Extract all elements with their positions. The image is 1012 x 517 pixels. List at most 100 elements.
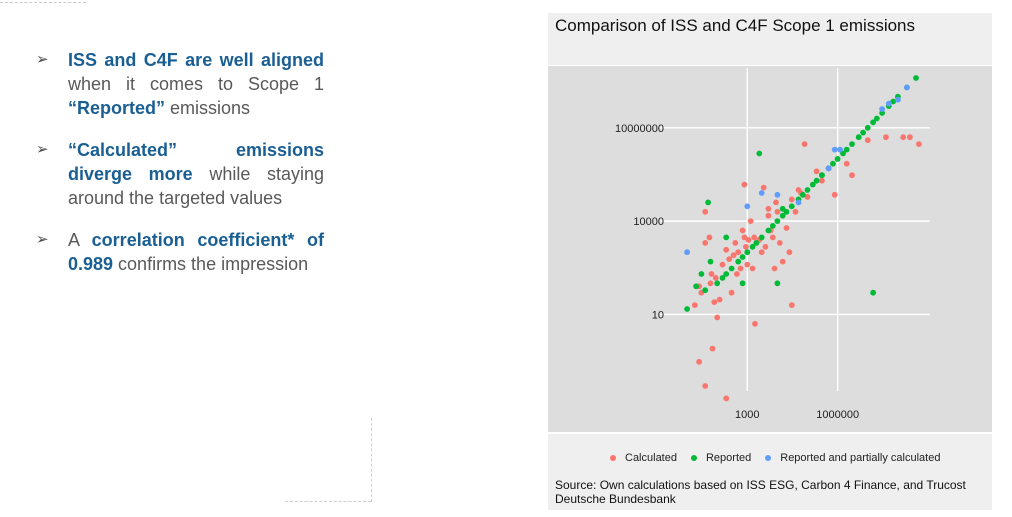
calculated-point: [801, 141, 808, 147]
bullet-text: “Calculated” emissions diverge more whil…: [68, 138, 324, 210]
reported-point: [698, 271, 705, 277]
plot-panel: [548, 66, 992, 432]
calculated-point: [773, 199, 779, 206]
partial-point: [774, 191, 781, 198]
calculated-point: [769, 234, 776, 241]
calculated-point: [730, 252, 737, 259]
reported-point: [756, 150, 763, 157]
bullet-plain: emissions: [165, 98, 251, 118]
calculated-point: [916, 141, 922, 147]
calculated-point: [732, 240, 739, 246]
reported-point: [849, 141, 855, 147]
x-tick-label: 1000: [735, 409, 759, 421]
legend-label-reported: Reported: [705, 452, 752, 464]
legend: Calculated Reported Reported and partial…: [610, 452, 940, 464]
reported-point: [739, 254, 746, 260]
chart-title-area: [548, 13, 992, 65]
calculated-point: [734, 271, 740, 277]
partial-point: [879, 106, 885, 112]
calculated-point: [783, 225, 790, 231]
source-line-2: Deutsche Bundesbank: [555, 492, 676, 506]
reported-point: [728, 265, 735, 272]
arrow-bullet-icon: ➢: [36, 231, 49, 248]
legend-label-calculated: Calculated: [625, 452, 677, 464]
calculated-point: [735, 249, 742, 256]
decor-line-right: [371, 418, 372, 502]
bullet-highlight: correlation coefficient* of 0.989: [68, 230, 325, 274]
y-tick-label: 10: [652, 309, 664, 321]
calculated-point: [843, 160, 850, 167]
bullet-plain: when it comes to Scope 1: [68, 74, 324, 94]
reported-point: [753, 240, 760, 246]
calculated-point: [760, 184, 767, 191]
reported-point: [758, 234, 765, 241]
reported-point: [693, 283, 699, 290]
reported-point: [873, 115, 880, 122]
partial-point: [885, 100, 892, 107]
calculated-point: [774, 208, 781, 215]
source-note: Source: Own calculations based on ISS ES…: [555, 478, 992, 512]
reported-point: [813, 177, 820, 184]
calculated-point: [696, 358, 702, 365]
calculated-point: [702, 383, 709, 389]
partial-point: [684, 249, 690, 256]
calculated-point: [751, 234, 758, 241]
calculated-point: [702, 208, 709, 215]
reported-point: [723, 234, 730, 241]
calculated-point: [749, 265, 756, 272]
calculated-point: [737, 265, 744, 272]
reported-point: [819, 172, 825, 179]
bullet-text: ISS and C4F are well aligned when it com…: [68, 48, 324, 120]
bullet-text: A correlation coefficient* of 0.989 conf…: [68, 228, 324, 276]
partial-point: [895, 96, 901, 103]
calculated-point: [741, 181, 748, 188]
partial-point: [825, 165, 832, 172]
reported-point: [779, 205, 786, 212]
calculated-point: [779, 258, 786, 265]
calculated-point: [716, 296, 723, 303]
x-tick-label: 1000000: [816, 409, 859, 421]
calculated-point: [723, 246, 730, 253]
arrow-bullet-icon: ➢: [36, 141, 49, 158]
reported-point: [702, 287, 709, 294]
calculated-point: [864, 137, 871, 144]
decor-line-top: [0, 2, 86, 3]
calculated-point: [744, 261, 751, 268]
reported-point: [830, 160, 836, 167]
calculated-point: [691, 302, 698, 308]
reported-point: [890, 98, 897, 105]
legend-item-partial: Reported and partially calculated: [765, 452, 940, 464]
calculated-point: [831, 191, 838, 198]
reported-point: [779, 212, 786, 219]
legend-dot-reported: [690, 455, 697, 461]
reported-point: [714, 280, 721, 287]
legend-item-reported: Reported: [690, 452, 752, 464]
reported-point: [843, 146, 850, 153]
reported-point: [800, 191, 806, 198]
calculated-point: [739, 227, 746, 234]
calculated-point: [907, 134, 913, 141]
calculated-point: [743, 243, 749, 250]
calculated-point: [762, 243, 769, 250]
reported-point: [705, 199, 711, 206]
calculated-point: [765, 205, 772, 212]
calculated-point: [706, 234, 713, 241]
bullet-item: ➢ “Calculated” emissions diverge more whi…: [36, 138, 324, 210]
reported-point: [870, 289, 876, 296]
partial-point: [831, 146, 838, 153]
calculated-point: [786, 249, 793, 256]
scatter-plot: 10 10000 10000000 1000 1000000: [548, 66, 992, 432]
partial-point: [795, 199, 802, 206]
partial-point: [837, 146, 843, 153]
calculated-point: [849, 172, 855, 179]
calculated-point: [788, 302, 795, 308]
calculated-point: [712, 275, 719, 281]
calculated-point: [711, 299, 718, 305]
bullet-highlight: “Reported”: [68, 98, 166, 118]
calculated-point: [883, 134, 889, 141]
calculated-point: [702, 240, 709, 246]
bullet-item: ➢ ISS and C4F are well aligned when it co…: [36, 48, 324, 120]
calculated-point: [719, 261, 726, 268]
calculated-point: [900, 134, 907, 141]
arrow-bullet-icon: ➢: [36, 51, 49, 68]
